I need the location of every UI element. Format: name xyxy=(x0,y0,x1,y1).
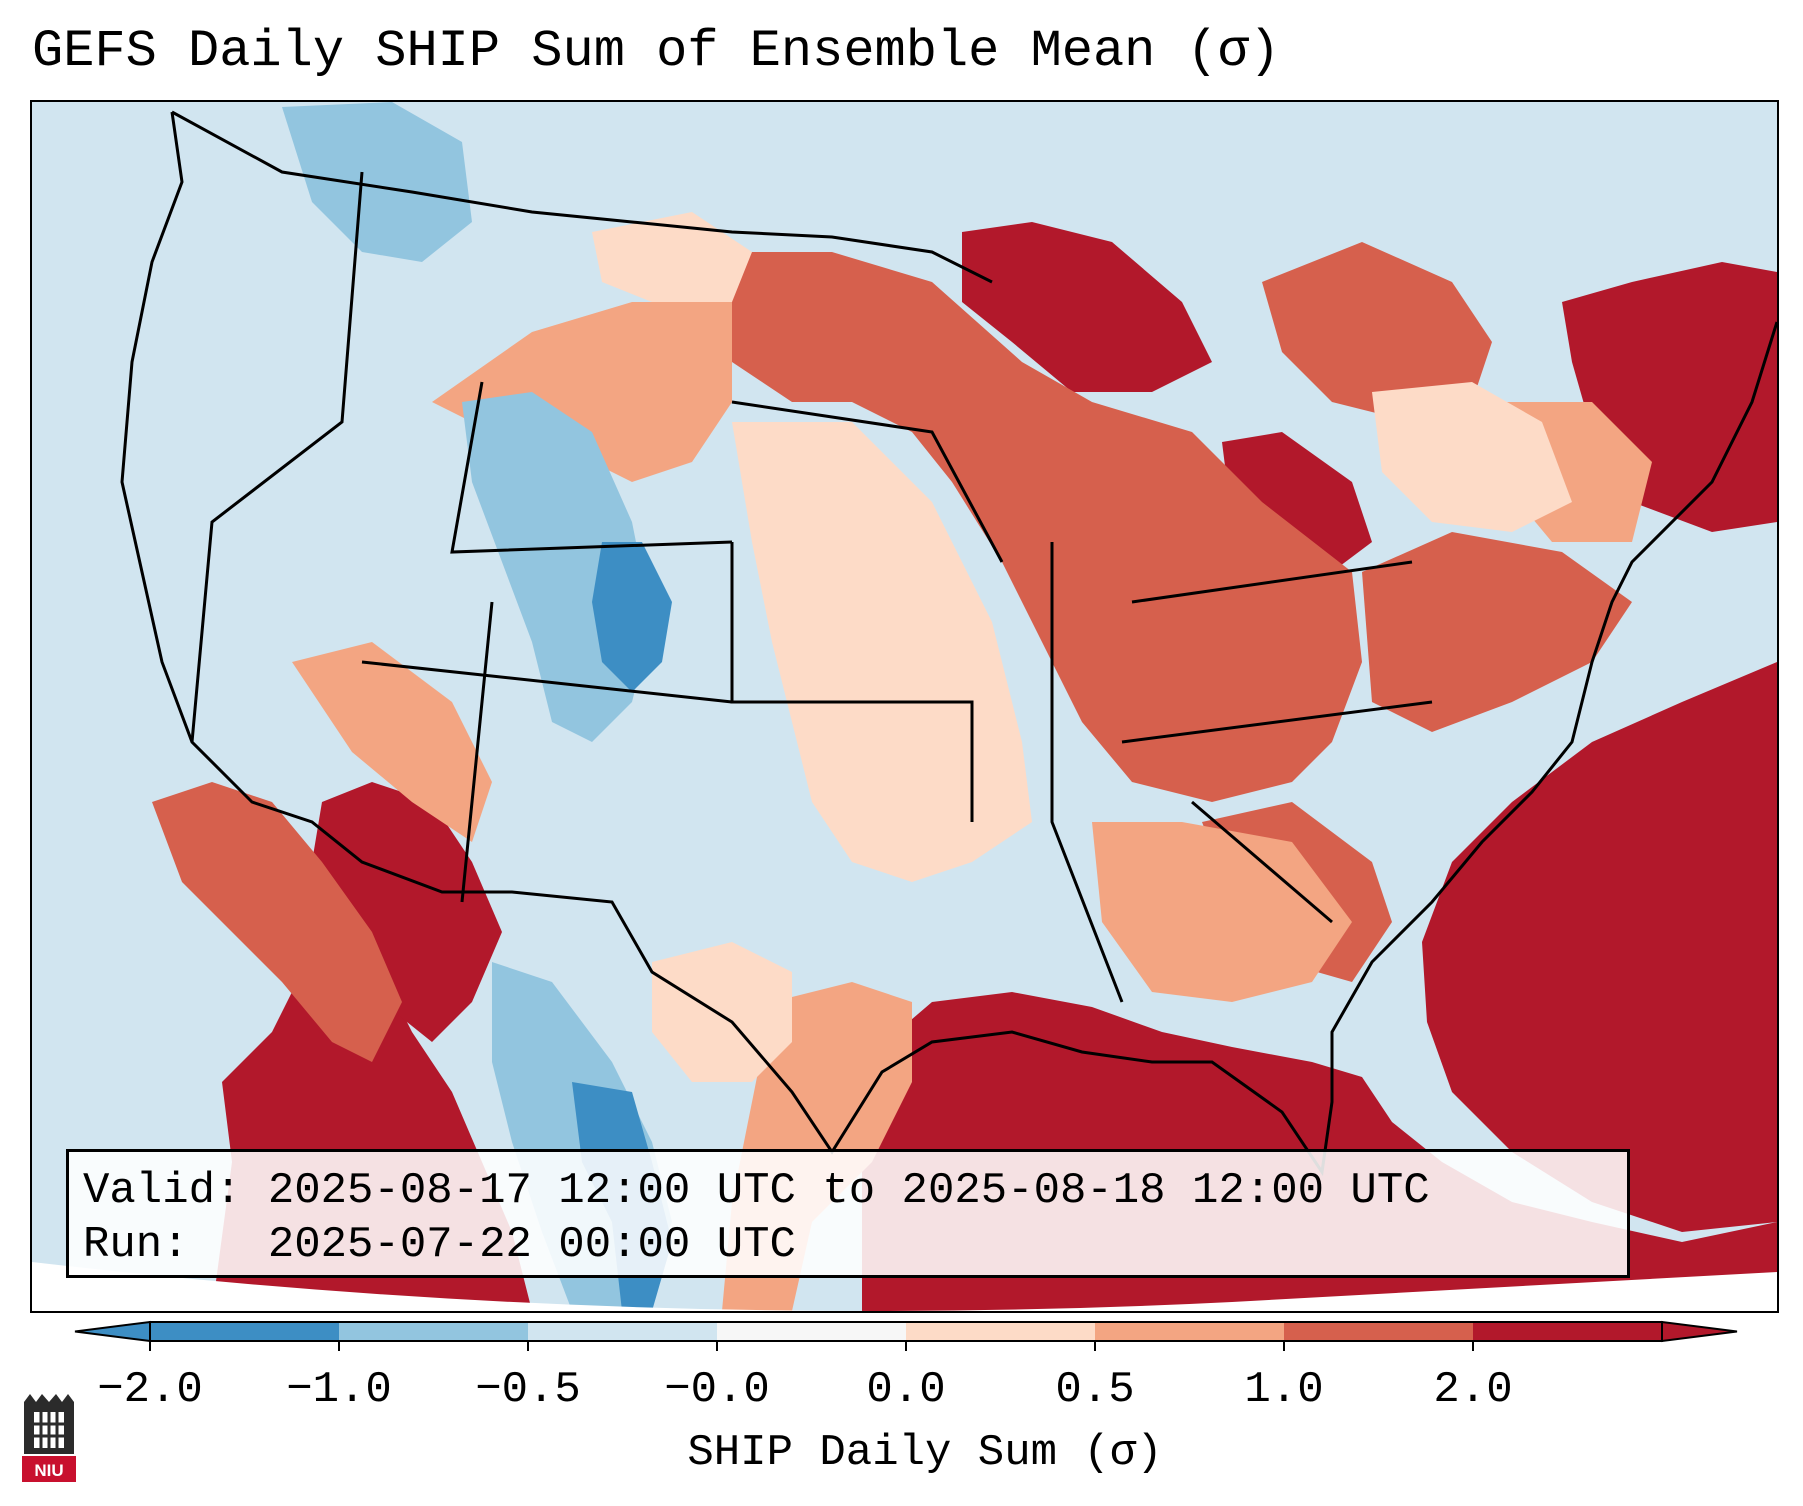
border-segment xyxy=(1131,560,1413,604)
colorbar-tick-label: −0.5 xyxy=(475,1365,581,1415)
colorbar-tick-label: −1.0 xyxy=(286,1365,392,1415)
colorbar-tick-label: 0.5 xyxy=(1055,1365,1135,1415)
valid-value: 2025-08-17 12:00 UTC to 2025-08-18 12:00… xyxy=(267,1166,1430,1216)
page-title: GEFS Daily SHIP Sum of Ensemble Mean (σ) xyxy=(32,22,1281,81)
border-segment xyxy=(450,381,733,554)
colorbar-title: SHIP Daily Sum (σ) xyxy=(687,1428,1163,1478)
colorbar-segment xyxy=(339,1322,529,1341)
field-weak-positive xyxy=(592,212,1572,1082)
map-panel xyxy=(30,100,1779,1313)
colorbar-border xyxy=(149,1321,1663,1342)
colorbar-segment xyxy=(150,1322,340,1341)
state-boundaries xyxy=(120,110,1777,1177)
colorbar-tick-label: 1.0 xyxy=(1244,1365,1324,1415)
border-segment xyxy=(730,542,974,822)
run-label: Run: xyxy=(83,1220,189,1270)
colorbar-ticks xyxy=(149,1341,1474,1351)
map-canvas xyxy=(32,102,1777,1311)
border-segment xyxy=(731,400,1004,563)
valid-run-info: Valid: 2025-08-17 12:00 UTC to 2025-08-1… xyxy=(66,1149,1630,1278)
run-value: 2025-07-22 00:00 UTC xyxy=(267,1220,796,1270)
niu-logo-text: NIU xyxy=(34,1461,63,1480)
border-segment xyxy=(1191,800,1333,924)
border-segment xyxy=(460,601,494,903)
valid-label: Valid: xyxy=(83,1166,242,1216)
canada-border xyxy=(171,110,993,284)
border-segment xyxy=(361,660,733,704)
colorbar-segment xyxy=(1473,1322,1663,1341)
colorbar-extend-high xyxy=(1661,1320,1738,1343)
colorbar-segment xyxy=(717,1322,907,1341)
colorbar-tick-label: 0.0 xyxy=(866,1365,946,1415)
colorbar-extend-low xyxy=(74,1320,151,1343)
niu-logo-icon: NIU xyxy=(22,1394,76,1482)
colorbar-segment xyxy=(906,1322,1096,1341)
border-segment xyxy=(1121,700,1433,744)
colorbar-segment xyxy=(528,1322,718,1341)
colorbar-segment xyxy=(1284,1322,1474,1341)
colorbar-tick-label: −0.0 xyxy=(664,1365,770,1415)
border-segment xyxy=(190,171,364,743)
colorbar-tick-label: 2.0 xyxy=(1433,1365,1513,1415)
valid-row: Valid: 2025-08-17 12:00 UTC to 2025-08-1… xyxy=(83,1164,1613,1218)
colorbar-segment xyxy=(1095,1322,1285,1341)
border-segment xyxy=(1050,542,1124,1003)
colorbar-segments xyxy=(74,1320,1738,1343)
colorbar-tick-label: −2.0 xyxy=(97,1365,203,1415)
run-row: Run: 2025-07-22 00:00 UTC xyxy=(83,1218,1613,1272)
domain-edge xyxy=(32,1262,1777,1311)
us-outline xyxy=(120,111,1777,1177)
